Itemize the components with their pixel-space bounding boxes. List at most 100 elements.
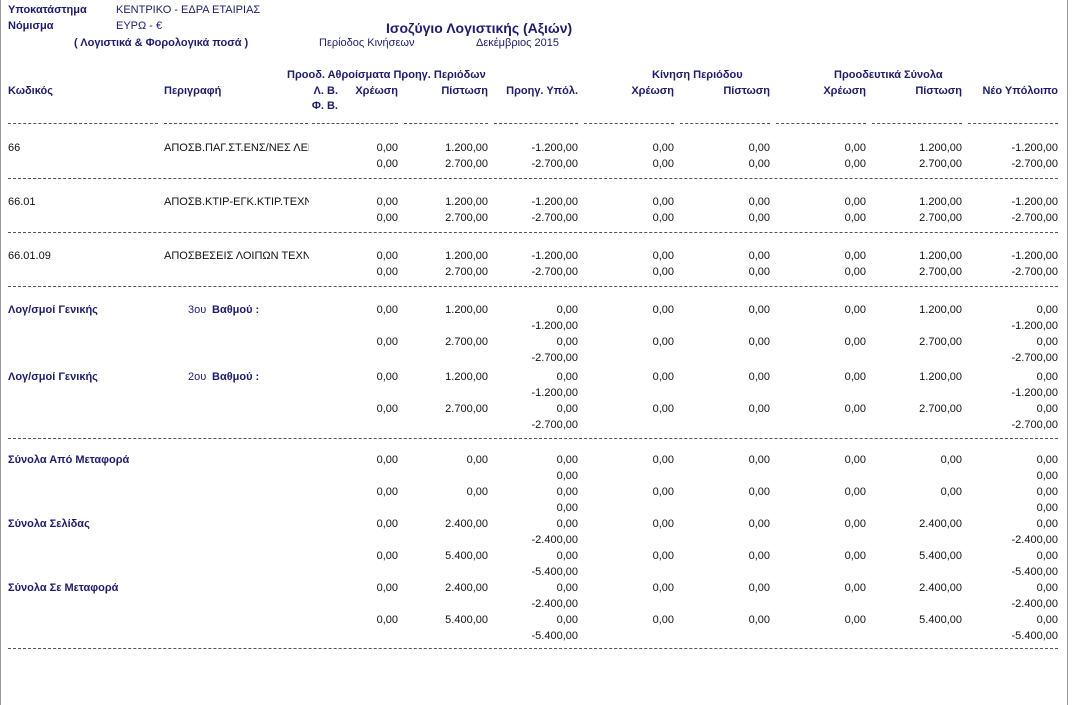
amount: 2.700,00: [919, 336, 962, 348]
column-header: Νέο Υπόλοιπο: [982, 85, 1058, 97]
amount: 0,00: [844, 403, 866, 415]
label: Υποκατάστημα: [8, 4, 87, 16]
amount: 0,00: [1036, 470, 1058, 482]
amount: -1.200,00: [531, 250, 578, 262]
amount: -2.400,00: [1011, 534, 1058, 546]
border: [0, 0, 1, 705]
amount: 0,00: [1036, 502, 1058, 514]
amount: 2.700,00: [919, 403, 962, 415]
amount: -2.700,00: [1011, 212, 1058, 224]
column-header: Λ. Β.: [313, 85, 338, 97]
amount: 0,00: [652, 196, 674, 208]
amount: 0,00: [1036, 582, 1058, 594]
amount: 0,00: [466, 486, 488, 498]
separator: [8, 286, 1058, 287]
amount: 0,00: [844, 250, 866, 262]
amount: -2.700,00: [531, 212, 578, 224]
amount: 2.700,00: [445, 336, 488, 348]
account-description: ΑΠΟΣΒΕΣΕΙΣ ΛΟΙΠΩΝ ΤΕΧΝΙΚ: [164, 250, 309, 262]
label: Περίοδος Κινήσεων: [319, 37, 415, 49]
total-label: Λογ/σμοί Γενικής: [8, 304, 98, 316]
amount: 0,00: [556, 403, 578, 415]
account-description: ΑΠΟΣΒ.ΠΑΓ.ΣΤ.ΕΝΣ/ΝΕΣ ΛΕΓ: [164, 142, 309, 154]
amount: 0,00: [556, 304, 578, 316]
amount: -5.400,00: [531, 566, 578, 578]
amount: 0,00: [748, 212, 770, 224]
rule: [404, 123, 488, 124]
amount: -1.200,00: [531, 142, 578, 154]
amount: 2.400,00: [445, 582, 488, 594]
amount: 0,00: [556, 614, 578, 626]
amount: 1.200,00: [919, 142, 962, 154]
border: [1067, 0, 1068, 705]
amount: 0,00: [652, 158, 674, 170]
rule: [584, 123, 674, 124]
amount: 2.700,00: [445, 212, 488, 224]
amount: 0,00: [376, 266, 398, 278]
amount: 0,00: [844, 336, 866, 348]
amount: 2.700,00: [919, 212, 962, 224]
amount: 0,00: [376, 212, 398, 224]
amount: 0,00: [556, 371, 578, 383]
value: ΚΕΝΤΡΙΚΟ - ΕΔΡΑ ΕΤΑΙΡΙΑΣ: [116, 4, 261, 16]
amount: 0,00: [1036, 336, 1058, 348]
rule: [680, 123, 770, 124]
amount: 0,00: [556, 470, 578, 482]
title: Ισοζύγιο Λογιστικής (Αξιών): [386, 20, 573, 36]
column-header: Περιγραφή: [164, 85, 222, 97]
amount: 0,00: [556, 486, 578, 498]
group-header: Προοδευτικά Σύνολα: [834, 69, 943, 81]
amount: 2.700,00: [919, 158, 962, 170]
amount: -2.700,00: [531, 419, 578, 431]
amount: -2.700,00: [1011, 419, 1058, 431]
amount: -1.200,00: [1011, 250, 1058, 262]
amount: 5.400,00: [919, 614, 962, 626]
rule: [872, 123, 962, 124]
amount: 0,00: [844, 486, 866, 498]
amount: 0,00: [556, 454, 578, 466]
amount: -2.700,00: [1011, 266, 1058, 278]
amount: 0,00: [1036, 614, 1058, 626]
column-header: Πίστωση: [915, 85, 962, 97]
grade: 3ου: [188, 304, 207, 316]
amount: 0,00: [652, 518, 674, 530]
amount: -1.200,00: [531, 320, 578, 332]
amount: 0,00: [748, 371, 770, 383]
amount: 0,00: [652, 486, 674, 498]
column-header: Πίστωση: [441, 85, 488, 97]
rule: [164, 123, 308, 124]
rule: [494, 123, 578, 124]
amount: 1.200,00: [445, 196, 488, 208]
amount: 0,00: [940, 454, 962, 466]
column-header: Φ. Β.: [311, 100, 338, 112]
amount: 0,00: [1036, 403, 1058, 415]
amount: 0,00: [652, 212, 674, 224]
amount: 0,00: [556, 336, 578, 348]
amount: -2.700,00: [1011, 352, 1058, 364]
total-label: Λογ/σμοί Γενικής: [8, 371, 98, 383]
column-header: Χρέωση: [823, 85, 866, 97]
amount: -1.200,00: [1011, 142, 1058, 154]
amount: 0,00: [844, 518, 866, 530]
separator: [8, 178, 1058, 179]
amount: 0,00: [652, 454, 674, 466]
total-label: Σύνολα Σε Μεταφορά: [8, 582, 119, 594]
amount: 0,00: [748, 142, 770, 154]
account-code: 66.01.09: [8, 250, 51, 262]
amount: -2.400,00: [531, 598, 578, 610]
note: ( Λογιστικά & Φορολογικά ποσά ): [74, 37, 249, 49]
amount: 0,00: [376, 142, 398, 154]
column-header: Χρέωση: [631, 85, 674, 97]
separator: [8, 438, 1058, 439]
amount: 0,00: [652, 550, 674, 562]
separator: [8, 232, 1058, 233]
amount: 0,00: [652, 250, 674, 262]
amount: 0,00: [844, 304, 866, 316]
label: Νόμισμα: [8, 20, 54, 32]
amount: 0,00: [376, 550, 398, 562]
amount: 0,00: [556, 582, 578, 594]
amount: 0,00: [652, 582, 674, 594]
amount: 0,00: [748, 518, 770, 530]
